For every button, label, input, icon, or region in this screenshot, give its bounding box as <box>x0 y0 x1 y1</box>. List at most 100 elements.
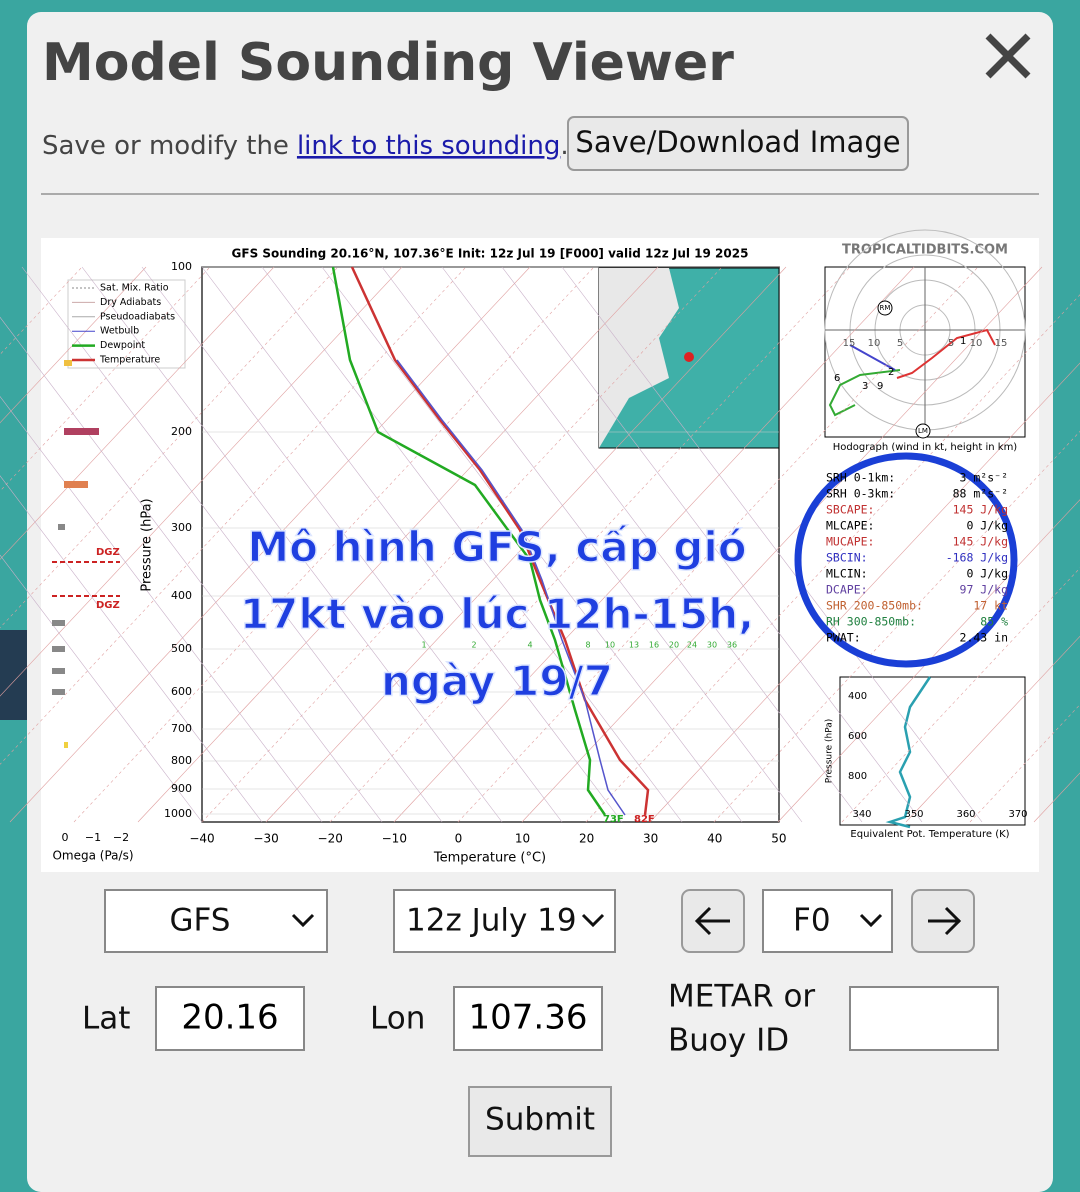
omega-tick: −2 <box>113 831 129 844</box>
pressure-tick: 100 <box>171 260 192 273</box>
lat-input[interactable] <box>155 986 305 1051</box>
save-button[interactable] <box>567 116 909 171</box>
forecast-value: F0 <box>793 903 831 939</box>
annotation-line: ngày 19/7 <box>381 657 613 706</box>
pressure-tick: 800 <box>171 754 192 767</box>
temp-tick: −40 <box>189 832 214 846</box>
legend-label: Sat. Mix. Ratio <box>100 283 169 294</box>
hodo-height: 9 <box>877 381 883 392</box>
sounding-link[interactable]: link to this sounding <box>297 131 560 161</box>
isotherm <box>201 266 723 823</box>
adiabat <box>261 266 683 823</box>
theta-p-tick: 800 <box>848 771 867 782</box>
stat-name: RH 300-850mb: <box>826 615 916 629</box>
hodograph-label: Hodograph (wind in kt, height in km) <box>833 442 1018 453</box>
stat-value: 17 kt <box>973 599 1008 613</box>
submit-button[interactable] <box>468 1086 612 1157</box>
omega-tick: 0 <box>62 831 69 844</box>
pressure-tick: 900 <box>171 782 192 795</box>
isotherm <box>73 266 595 823</box>
icons <box>291 906 962 936</box>
adiabat <box>81 266 503 823</box>
pressure-tick: 500 <box>171 642 192 655</box>
isotherm <box>649 362 1080 823</box>
map-panel <box>0 630 27 720</box>
adiabat <box>321 266 743 823</box>
pressure-tick: 1000 <box>164 807 192 820</box>
adiabat <box>441 266 863 823</box>
mix-ratio-tick: 10 <box>605 641 615 650</box>
pressure-tick: 600 <box>171 685 192 698</box>
stat-name: DCAPE: <box>826 583 868 597</box>
model-select[interactable] <box>104 889 328 953</box>
adiabat <box>0 475 263 823</box>
adiabat <box>0 316 383 823</box>
annotation-line: Mô hình GFS, cấp gió <box>247 523 746 572</box>
highlight-circle <box>794 452 1018 668</box>
omega-label: Omega (Pa/s) <box>52 849 133 863</box>
close-button[interactable] <box>985 33 1031 79</box>
x-axis-label: Temperature (°C) <box>433 851 546 866</box>
lon-value: 107.36 <box>469 998 588 1038</box>
submit-label: Submit <box>485 1102 595 1138</box>
stat-name: MLCIN: <box>826 567 868 581</box>
isotherm <box>585 294 1080 823</box>
hodo-tick: 15 <box>995 338 1008 349</box>
site-dot <box>684 352 694 362</box>
metar-input[interactable] <box>849 986 999 1051</box>
mix-ratio-tick: 8 <box>585 641 590 650</box>
hodo-height: 1 <box>960 336 966 347</box>
stat-value: 2.43 in <box>960 631 1008 645</box>
stat-value: 85 % <box>980 615 1008 629</box>
adiabat <box>561 266 983 823</box>
temp-tick: 10 <box>515 832 530 846</box>
isotherm <box>905 635 1080 823</box>
hodo-tick: 10 <box>868 338 881 349</box>
isotherm <box>0 266 467 765</box>
lat-value: 20.16 <box>181 998 278 1038</box>
hodo-tick: 10 <box>970 338 983 349</box>
sounding-image: GFS Sounding 20.16°N, 107.36°E Init: 12z… <box>0 229 1080 872</box>
stat-value: 145 J/kg <box>953 535 1008 549</box>
theta-y-label: Pressure (hPa) <box>825 719 835 784</box>
mix-ratio-tick: 20 <box>669 641 679 650</box>
isotherm <box>0 266 403 697</box>
theta-p-tick: 400 <box>848 691 867 702</box>
dgz-label: DGZ <box>96 547 120 558</box>
isotherm <box>329 266 851 823</box>
stat-value: 88 m²s⁻² <box>953 487 1008 501</box>
sounding-title: GFS Sounding 20.16°N, 107.36°E Init: 12z… <box>232 247 749 261</box>
hodo-trace <box>849 344 896 371</box>
legend-label: Wetbulb <box>100 326 139 337</box>
stat-name: SHR 200-850mb: <box>826 599 923 613</box>
metar-label: METAR or <box>668 979 815 1015</box>
hodo-height: 3 <box>862 381 868 392</box>
isotherm <box>0 266 339 629</box>
temp-tick: 20 <box>579 832 594 846</box>
stat-name: SRH 0-3km: <box>826 487 895 501</box>
run-select[interactable] <box>393 889 616 953</box>
temp-tick: −20 <box>318 832 343 846</box>
theta-tick: 340 <box>852 809 871 820</box>
lon-input[interactable] <box>453 986 603 1051</box>
hodo-height: 2 <box>888 367 894 378</box>
hodo-trace <box>896 328 996 379</box>
lat-label: Lat <box>82 1001 130 1037</box>
adiabat <box>0 396 323 823</box>
hodo-marker-label: LM <box>918 427 928 435</box>
title: Model Sounding Viewer <box>42 33 734 93</box>
theta-p-tick: 600 <box>848 731 867 742</box>
y-axis-label: Pressure (hPa) <box>140 498 155 591</box>
hodo-tick: 5 <box>948 338 954 349</box>
mix-ratio-tick: 13 <box>629 641 639 650</box>
pressure-tick: 700 <box>171 722 192 735</box>
pressure-tick: 400 <box>171 589 192 602</box>
stat-name: PWAT: <box>826 631 861 645</box>
forecast-select[interactable] <box>762 889 893 953</box>
mix-ratio-tick: 24 <box>687 641 697 650</box>
isotherm <box>393 266 915 823</box>
model-value: GFS <box>170 903 231 939</box>
run-value: 12z July 19 <box>406 903 577 939</box>
dgz-label: DGZ <box>96 600 120 611</box>
